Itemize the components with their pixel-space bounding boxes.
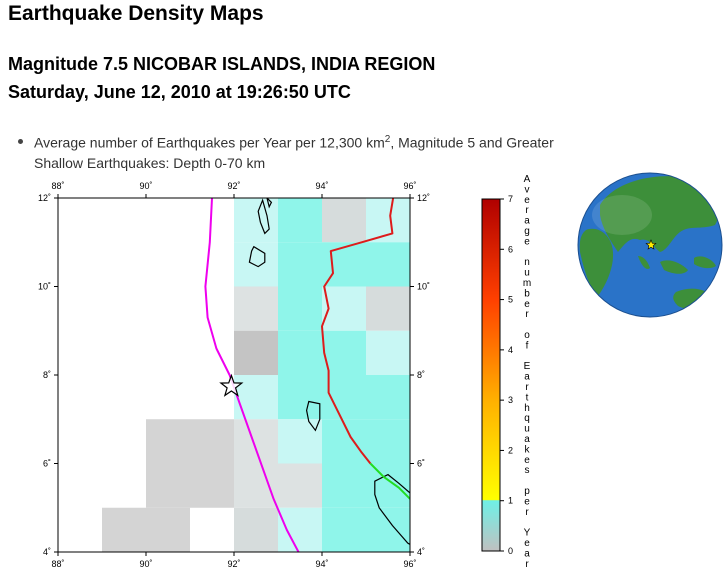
page-title: Earthquake Density Maps [8, 2, 264, 25]
lon-tick-label-top: 92˚ [227, 181, 240, 191]
coastline [248, 245, 266, 268]
lat-tick-label-left: 6˚ [43, 459, 51, 469]
density-cell [234, 507, 278, 552]
colorbar-tick-label: 1 [508, 496, 513, 506]
density-cell [278, 242, 322, 287]
description-text: Average number of Earthquakes per Year p… [34, 134, 385, 151]
coastline [266, 198, 273, 209]
density-cell [322, 330, 366, 375]
density-grid [58, 198, 454, 575]
density-cell [278, 330, 322, 375]
colorbar-tick-label: 3 [508, 395, 513, 405]
density-cell [146, 507, 190, 552]
density-cell [58, 552, 102, 575]
lon-tick-label-top: 90˚ [139, 181, 152, 191]
density-cell [366, 330, 410, 375]
density-cell [410, 464, 454, 508]
density-cell [278, 375, 322, 420]
globe-locator-icon [577, 172, 723, 318]
epicenter-star-icon [219, 373, 244, 397]
event-magnitude-region: Magnitude 7.5 NICOBAR ISLANDS, INDIA REG… [8, 54, 436, 74]
density-cell [366, 286, 410, 331]
density-cell [322, 419, 366, 464]
density-cell [234, 286, 278, 331]
globe-epicenter-star-icon [645, 239, 657, 250]
colorbar-tick-label: 5 [508, 295, 513, 305]
density-cell [234, 419, 278, 464]
density-cell [366, 507, 410, 552]
map-axes: 88˚88˚90˚90˚92˚92˚94˚94˚96˚96˚4˚ 4˚6˚ 6˚8˚… [38, 181, 430, 569]
density-cell [410, 242, 454, 286]
colorbar-tick-label: 7 [508, 194, 513, 204]
colorbar-tick-label: 0 [508, 546, 513, 556]
density-cell [278, 463, 322, 508]
density-cell [146, 419, 190, 464]
density-cell [234, 242, 278, 287]
lon-tick-label-top: 88˚ [51, 181, 64, 191]
density-cell [278, 198, 322, 243]
density-cell [278, 507, 322, 552]
colorbar-tick-label: 6 [508, 244, 513, 254]
density-cell [366, 419, 410, 464]
density-cell [322, 507, 366, 552]
density-cell [190, 419, 234, 464]
density-cell [234, 198, 278, 243]
lon-tick-label-bottom: 90˚ [139, 559, 152, 569]
density-cell [366, 463, 410, 508]
coastline [374, 473, 410, 546]
map-description-item: Average number of Earthquakes per Year p… [14, 130, 654, 173]
lat-tick-label-right: 12˚ [417, 193, 430, 203]
colorbar-tick-label: 2 [508, 445, 513, 455]
density-cell [410, 419, 454, 463]
density-cell [410, 375, 454, 419]
density-cell [322, 463, 366, 508]
coastline [257, 198, 270, 235]
density-cell [234, 463, 278, 508]
description-text-after: , Magnitude 5 and Greater [390, 134, 554, 151]
density-cell [234, 330, 278, 375]
lat-tick-label-right: 10˚ [417, 282, 430, 292]
density-cell [366, 375, 410, 420]
plate-boundary-green [369, 462, 410, 501]
description-depth: Shallow Earthquakes: Depth 0-70 km [34, 154, 266, 171]
lat-tick-label-right: 4˚ [417, 547, 425, 557]
lon-tick-label-bottom: 94˚ [315, 559, 328, 569]
lat-tick-label-left: 10˚ [38, 282, 51, 292]
coastline [305, 400, 321, 432]
density-cell [366, 242, 410, 287]
lat-tick-label-left: 4˚ [43, 547, 51, 557]
event-date: Saturday, June 12, 2010 at 19:26:50 UTC [8, 82, 351, 102]
map-description-list: Average number of Earthquakes per Year p… [14, 130, 654, 173]
density-cell [322, 198, 366, 243]
lon-tick-label-bottom: 96˚ [403, 559, 416, 569]
density-cell [102, 507, 146, 552]
lon-tick-label-bottom: 88˚ [51, 559, 64, 569]
colorbar-tick-label: 4 [508, 345, 513, 355]
lat-tick-label-right: 6˚ [417, 459, 425, 469]
density-cell [278, 419, 322, 464]
density-cell [234, 375, 278, 420]
lat-tick-label-left: 12˚ [38, 193, 51, 203]
density-cell [146, 463, 190, 508]
lon-tick-label-top: 94˚ [315, 181, 328, 191]
plate-boundary-red [321, 198, 395, 465]
lat-tick-label-right: 8˚ [417, 370, 425, 380]
lon-tick-label-bottom: 92˚ [227, 559, 240, 569]
description-superscript: 2 [384, 134, 391, 145]
lat-tick-label-left: 8˚ [43, 370, 51, 380]
density-cell [190, 463, 234, 508]
lon-tick-label-top: 96˚ [403, 181, 416, 191]
density-cell [278, 286, 322, 331]
event-headline: Magnitude 7.5 NICOBAR ISLANDS, INDIA REG… [8, 50, 435, 106]
density-cell [410, 508, 454, 552]
